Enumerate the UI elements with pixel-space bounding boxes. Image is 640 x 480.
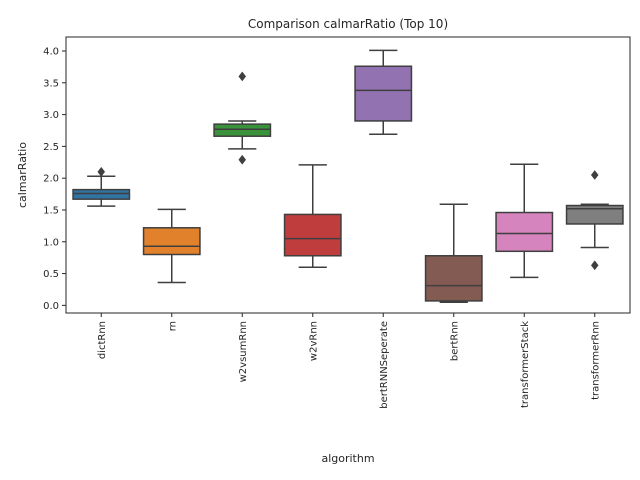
box-body [495,211,554,253]
outlier-point [97,166,106,177]
box-group [213,71,272,165]
x-tick-label: w2vRnn [308,321,319,361]
box-group [565,170,624,271]
y-tick-label: 0.5 [43,269,59,280]
x-tick-label: transformerStack [520,321,531,408]
y-tick-label: 4.0 [43,46,59,57]
y-tick-label: 3.0 [43,110,59,121]
box-group [283,164,342,268]
box-group [142,208,201,284]
y-tick-label: 3.5 [43,78,59,89]
y-tick-label: 1.0 [43,237,59,248]
y-tick-label: 2.0 [43,174,59,185]
x-tick-label: dictRnn [97,321,108,359]
box-group [424,203,483,303]
x-axis-label: algorithm [321,452,374,465]
box-body [72,188,131,200]
x-tick-label: bertRnn [449,321,460,361]
box-group [72,166,131,207]
axes-frame [65,36,631,314]
outlier-point [590,170,599,180]
outlier-point [238,71,247,82]
x-tick-label: rn [167,321,178,331]
x-tick-label: transformerRnn [590,321,601,400]
box-body [424,255,483,302]
x-tick-label: bertRNNSeperate [379,321,390,409]
y-tick-label: 0.0 [43,301,59,312]
box-body [565,204,624,225]
plot-area: 0.0 0.5 1.0 1.5 2.0 2.5 3.0 3.5 4.0 dictRnn rn w2vs… [43,46,624,409]
box-body [142,227,201,256]
y-axis-label: calmarRatio [16,142,29,208]
box-group [354,49,413,136]
box-body [213,123,272,137]
box-group [495,163,554,279]
x-tick-label: w2vsumRnn [238,321,249,382]
outlier-point [238,154,247,165]
outlier-point [590,260,599,271]
chart-title: Comparison calmarRatio (Top 10) [248,17,448,31]
y-tick-label: 2.5 [43,142,59,153]
box-body [283,213,342,257]
y-tick-label: 1.5 [43,205,59,216]
box-body [354,65,413,122]
